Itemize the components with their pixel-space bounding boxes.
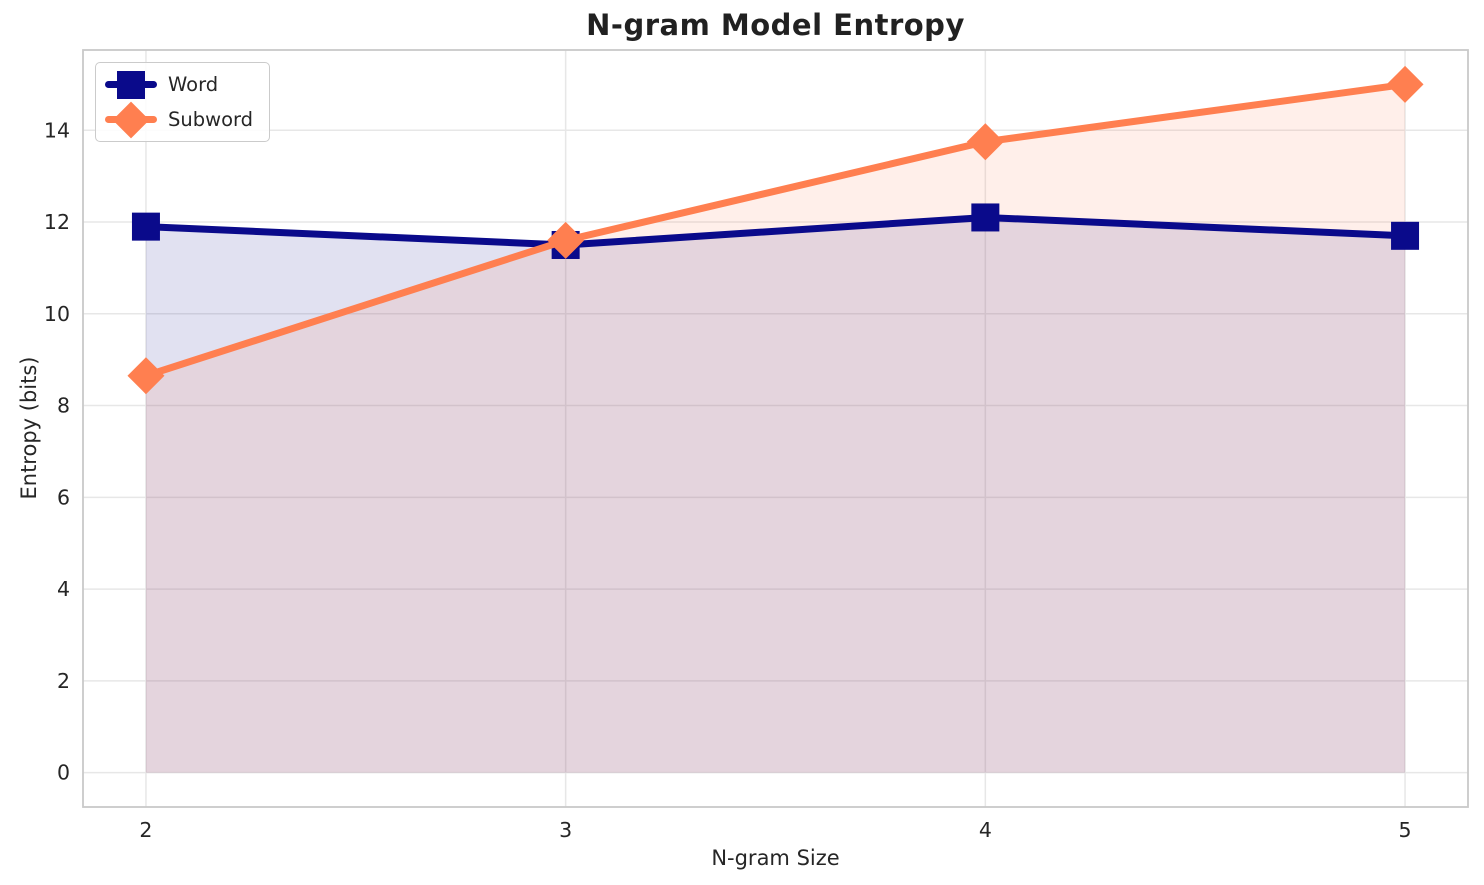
subword-area-fill bbox=[145, 84, 1406, 773]
tick-labels: 2 3 4 5 0 2 4 6 8 10 12 14 bbox=[44, 118, 1412, 842]
x-tick-label: 4 bbox=[979, 818, 992, 842]
diamond-marker-icon bbox=[112, 101, 150, 138]
y-tick-label: 4 bbox=[57, 577, 70, 601]
gridlines bbox=[83, 50, 1468, 807]
subword-data-point-marker bbox=[127, 357, 165, 395]
subword-data-point-marker bbox=[966, 123, 1004, 161]
word-data-point-marker bbox=[971, 203, 1000, 232]
y-tick-label: 2 bbox=[57, 669, 70, 693]
word-area-fill bbox=[145, 217, 1406, 773]
x-tick-label: 3 bbox=[559, 818, 572, 842]
word-line bbox=[142, 213, 1409, 249]
x-tick-label: 5 bbox=[1399, 818, 1412, 842]
subword-line-marker-icon bbox=[105, 101, 157, 138]
square-marker-icon bbox=[117, 70, 145, 99]
y-tick-label: 14 bbox=[44, 118, 70, 142]
x-tick-label: 2 bbox=[139, 818, 152, 842]
subword-data-point-marker bbox=[547, 221, 585, 259]
legend-label-subword: Subword bbox=[168, 108, 254, 131]
axes-spines bbox=[82, 49, 1469, 808]
legend-item-subword: Subword bbox=[105, 101, 254, 138]
word-line-marker-icon bbox=[105, 68, 157, 101]
chart-title: N-gram Model Entropy bbox=[586, 8, 965, 42]
word-data-point-marker bbox=[1391, 221, 1420, 250]
subword-data-point-marker bbox=[1386, 65, 1424, 103]
subword-series bbox=[127, 65, 1424, 395]
subword-line bbox=[142, 80, 1409, 380]
y-tick-label: 10 bbox=[44, 302, 70, 326]
word-data-point-marker bbox=[131, 212, 160, 241]
y-tick-label: 6 bbox=[57, 485, 70, 509]
x-axis-label: N-gram Size bbox=[711, 846, 840, 870]
y-tick-label: 12 bbox=[44, 210, 70, 234]
legend-item-word: Word bbox=[105, 68, 253, 101]
y-axis-label: Entropy (bits) bbox=[17, 356, 41, 500]
y-tick-label: 0 bbox=[57, 761, 70, 785]
legend: Word Subword bbox=[95, 62, 271, 142]
legend-label-word: Word bbox=[168, 73, 219, 96]
word-series bbox=[131, 203, 1420, 259]
y-tick-label: 8 bbox=[57, 394, 70, 418]
